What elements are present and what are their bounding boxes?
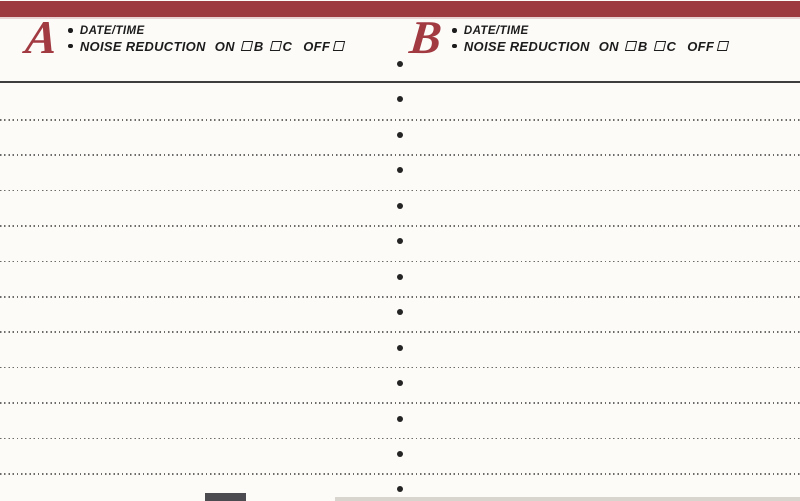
writing-line <box>0 331 800 334</box>
divider-dot-icon <box>397 273 403 280</box>
bullet-icon <box>68 43 73 49</box>
writing-line <box>0 296 800 298</box>
side-b-letter: B <box>407 12 445 64</box>
writing-line <box>0 473 800 475</box>
divider-dot-icon <box>397 415 403 422</box>
top-accent-bar-fade <box>0 17 800 19</box>
writing-line <box>0 260 800 263</box>
side-b-date-time-row: DATE/TIME <box>452 25 730 37</box>
dolby-c-label: C <box>666 38 677 54</box>
divider-dot-icon <box>397 344 403 351</box>
noise-reduction-label: NOISE REDUCTION <box>463 38 590 54</box>
divider-dot-icon <box>397 450 403 457</box>
off-label: OFF <box>687 38 715 54</box>
on-label: ON <box>598 38 619 54</box>
side-b-header: B DATE/TIME NOISE REDUCTION ON B C OFF <box>407 12 730 64</box>
divider-dot-icon <box>397 486 403 493</box>
dolby-c-checkbox-icon <box>269 41 282 51</box>
writing-line <box>0 154 800 157</box>
dolby-b-checkbox-icon <box>240 41 253 51</box>
bullet-icon <box>452 43 457 49</box>
header-rule-line <box>0 81 800 84</box>
side-a-noise-reduction-row: NOISE REDUCTION ON B C OFF <box>68 39 346 54</box>
divider-dot-icon <box>397 238 403 245</box>
date-time-label: DATE/TIME <box>463 24 529 37</box>
writing-line <box>0 119 800 121</box>
off-checkbox-icon <box>332 41 346 51</box>
off-label: OFF <box>303 38 331 54</box>
side-a-date-time-row: DATE/TIME <box>68 25 346 37</box>
writing-line <box>0 189 800 192</box>
noise-reduction-label: NOISE REDUCTION <box>79 38 206 54</box>
divider-dot-icon <box>397 131 403 138</box>
side-a-info: DATE/TIME NOISE REDUCTION ON B C OFF <box>68 23 346 54</box>
writing-line <box>0 402 800 404</box>
divider-dot-icon <box>397 309 403 316</box>
date-time-label: DATE/TIME <box>79 24 145 37</box>
bottom-dark-mark <box>205 493 246 501</box>
top-accent-bar <box>0 1 800 17</box>
writing-line <box>0 366 800 369</box>
bullet-icon <box>68 28 73 33</box>
side-b-noise-reduction-row: NOISE REDUCTION ON B C OFF <box>452 39 730 54</box>
writing-line <box>0 437 800 440</box>
side-a-header: A DATE/TIME NOISE REDUCTION ON B C OFF <box>23 12 346 64</box>
divider-dot-icon <box>397 202 403 209</box>
dolby-c-checkbox-icon <box>653 41 666 51</box>
dolby-b-label: B <box>637 38 648 54</box>
dolby-b-checkbox-icon <box>624 41 637 51</box>
dolby-b-label: B <box>253 38 264 54</box>
side-b-info: DATE/TIME NOISE REDUCTION ON B C OFF <box>452 23 730 54</box>
bottom-edge-strip <box>335 497 800 501</box>
bullet-icon <box>452 28 457 33</box>
on-label: ON <box>214 38 235 54</box>
divider-dot-icon <box>397 61 403 67</box>
divider-dot-icon <box>397 167 403 174</box>
off-checkbox-icon <box>716 41 730 51</box>
divider-dot-icon <box>397 380 403 387</box>
divider-dot-icon <box>397 96 403 103</box>
dolby-c-label: C <box>282 38 293 54</box>
side-a-letter: A <box>23 12 61 64</box>
writing-line <box>0 225 800 227</box>
